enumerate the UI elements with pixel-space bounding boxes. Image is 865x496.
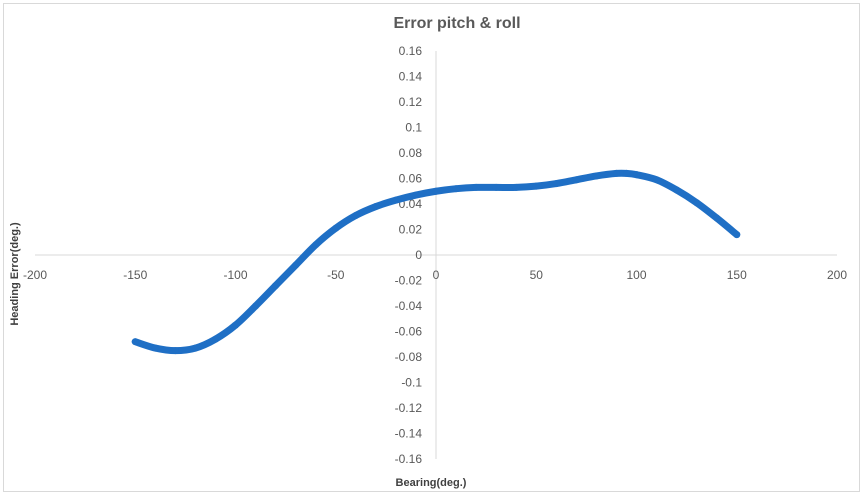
y-tick-label: -0.12 — [395, 401, 423, 415]
data-point — [622, 169, 630, 177]
x-tick-label: 150 — [727, 268, 747, 282]
x-tick-label: 200 — [827, 268, 847, 282]
data-point — [171, 347, 179, 355]
x-axis-label: Bearing(deg.) — [396, 477, 467, 489]
data-point — [492, 183, 500, 191]
data-point — [532, 182, 540, 190]
data-point — [693, 199, 701, 207]
y-tick-label: 0.14 — [399, 70, 423, 84]
data-point — [472, 183, 480, 191]
data-point — [131, 338, 139, 346]
x-tick-label: 0 — [433, 268, 440, 282]
y-tick-label: 0.06 — [399, 172, 423, 186]
y-tick-label: 0.12 — [399, 95, 423, 109]
data-point — [633, 171, 640, 179]
y-tick-label: -0.14 — [395, 427, 423, 441]
data-point — [612, 169, 620, 177]
data-point — [191, 344, 199, 352]
data-point — [252, 302, 260, 310]
x-tick-label: -150 — [123, 268, 147, 282]
x-tick-label: 50 — [530, 268, 544, 282]
y-tick-label: -0.08 — [395, 350, 423, 364]
data-point — [552, 180, 560, 188]
data-point — [592, 172, 600, 180]
data-point — [452, 185, 460, 193]
data-point — [572, 176, 580, 184]
data-point — [151, 344, 159, 352]
data-point — [733, 231, 741, 239]
x-tick-label: -50 — [327, 268, 345, 282]
data-point — [372, 203, 380, 211]
x-tick-label: -200 — [23, 268, 47, 282]
data-point — [332, 224, 340, 232]
chart-title: Error pitch & roll — [393, 15, 520, 32]
data-point — [272, 282, 280, 290]
data-point — [211, 335, 219, 343]
data-point — [653, 176, 661, 184]
y-tick-label: -0.02 — [395, 274, 423, 288]
y-tick-label: -0.04 — [395, 299, 423, 313]
y-tick-label: -0.16 — [395, 452, 423, 466]
data-point — [412, 191, 420, 199]
y-tick-label: 0.08 — [399, 146, 423, 160]
x-tick-label: 100 — [626, 268, 646, 282]
data-point — [352, 211, 360, 219]
data-point — [713, 214, 721, 222]
data-point — [232, 321, 239, 329]
y-tick-label: 0.02 — [399, 223, 423, 237]
data-point — [432, 187, 440, 195]
y-tick-label: 0.16 — [399, 44, 423, 58]
x-tick-label: -100 — [223, 268, 247, 282]
y-axis-label: Heading Error(deg.) — [9, 222, 21, 326]
data-point — [673, 186, 681, 194]
data-point — [392, 196, 400, 204]
chart-frame — [3, 3, 860, 492]
data-point — [312, 241, 320, 249]
y-tick-label: 0 — [415, 248, 422, 262]
data-point — [512, 183, 520, 191]
y-tick-label: -0.06 — [395, 325, 423, 339]
data-point — [292, 261, 300, 269]
y-tick-label: -0.1 — [401, 376, 422, 390]
y-tick-label: 0.1 — [405, 121, 422, 135]
